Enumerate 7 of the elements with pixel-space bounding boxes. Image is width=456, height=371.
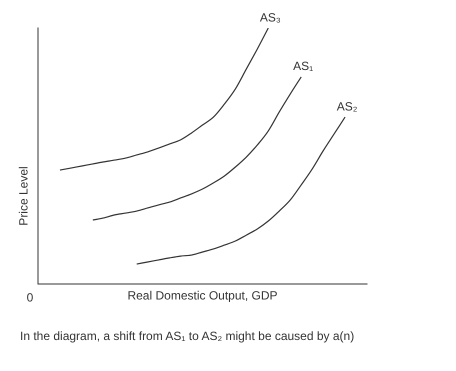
series-label: AS₃ (260, 10, 281, 24)
text: In the diagram, a shift from AS₁ to AS₂ might be caused by a(n) (20, 329, 356, 343)
series-label: AS₁ (293, 59, 314, 74)
y-axis-title: Price Level (16, 166, 30, 226)
x-axis-title: Real Domestic Output, GDP (127, 288, 278, 302)
series-label: AS₂ (336, 99, 358, 114)
text: 0 (26, 290, 34, 304)
